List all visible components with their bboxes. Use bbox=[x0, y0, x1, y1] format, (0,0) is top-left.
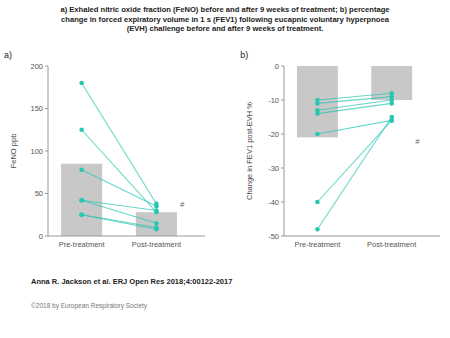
subject-point bbox=[79, 198, 84, 203]
bar bbox=[61, 164, 102, 236]
y-axis-label: Change in FEV1 post-EVH % bbox=[245, 102, 254, 200]
y-tick bbox=[45, 66, 48, 67]
y-tick bbox=[281, 168, 284, 169]
x-tick-label: Pre-treatment bbox=[59, 240, 106, 249]
subject-line bbox=[82, 130, 157, 212]
subject-point bbox=[315, 200, 320, 205]
y-tick-label: -40 bbox=[268, 198, 279, 207]
y-tick-label: -30 bbox=[268, 164, 279, 173]
subject-line bbox=[317, 117, 391, 229]
y-tick-label: 100 bbox=[30, 147, 43, 156]
y-tick bbox=[281, 134, 284, 135]
x-axis bbox=[284, 236, 440, 237]
marks bbox=[61, 81, 177, 236]
subject-point bbox=[154, 221, 159, 226]
y-tick bbox=[45, 193, 48, 194]
subject-point bbox=[79, 127, 84, 132]
y-tick bbox=[45, 151, 48, 152]
figure: a) 0 50 100 150 200 Pre-treatment Post-treatmen… bbox=[0, 0, 450, 338]
y-axis bbox=[284, 66, 285, 236]
panel: a) 0 50 100 150 200 Pre-treatment Post-treatmen… bbox=[4, 50, 205, 249]
marks bbox=[297, 66, 412, 232]
subject-point bbox=[315, 227, 320, 232]
y-tick-label: 50 bbox=[35, 189, 43, 198]
y-tick bbox=[281, 202, 284, 203]
citation: Anna R. Jackson et al. ERJ Open Res 2018… bbox=[31, 277, 232, 286]
subject-point bbox=[154, 201, 159, 206]
subject-point bbox=[315, 101, 320, 106]
annotation: # bbox=[180, 200, 185, 209]
y-tick bbox=[45, 236, 48, 237]
subject-point bbox=[389, 115, 394, 120]
panel-label: a) bbox=[4, 50, 12, 60]
y-tick-label: -50 bbox=[268, 232, 279, 241]
y-tick bbox=[45, 108, 48, 109]
y-tick bbox=[281, 66, 284, 67]
subject-line bbox=[82, 83, 157, 204]
x-tick-label: Pre-treatment bbox=[294, 240, 341, 249]
subject-line bbox=[82, 215, 157, 229]
y-tick bbox=[281, 100, 284, 101]
subject-point bbox=[79, 212, 84, 217]
x-axis bbox=[48, 236, 205, 237]
panel: b) 0 -10 -20 -30 -40 -50 Pre-treatment Post-trea… bbox=[240, 50, 440, 249]
subject-line bbox=[82, 200, 157, 210]
subject-point bbox=[79, 212, 84, 217]
y-tick-label: -10 bbox=[268, 96, 279, 105]
subject-point bbox=[315, 111, 320, 116]
y-axis-label: FeNO ppb bbox=[9, 134, 18, 169]
subject-point bbox=[154, 210, 159, 215]
y-tick-label: 200 bbox=[30, 62, 43, 71]
subject-point bbox=[154, 227, 159, 232]
y-tick-label: 150 bbox=[30, 104, 43, 113]
bar bbox=[136, 212, 177, 236]
y-tick-label: -20 bbox=[268, 130, 279, 139]
subject-point bbox=[79, 81, 84, 86]
copyright: ©2018 by European Respiratory Society bbox=[31, 302, 148, 310]
subject-line bbox=[317, 103, 391, 113]
subject-point bbox=[79, 198, 84, 203]
subject-point bbox=[315, 132, 320, 137]
subject-line bbox=[317, 120, 391, 202]
annotation: # bbox=[415, 137, 420, 146]
panel-label: b) bbox=[240, 50, 248, 60]
y-tick bbox=[281, 236, 284, 237]
y-tick-label: 0 bbox=[275, 62, 279, 71]
subject-line bbox=[82, 200, 157, 223]
subject-point bbox=[389, 101, 394, 106]
subject-point bbox=[79, 167, 84, 172]
subject-line bbox=[82, 170, 157, 207]
title: a) Exhaled nitric oxide fraction (FeNO) … bbox=[60, 5, 389, 33]
y-tick-label: 0 bbox=[39, 232, 43, 241]
x-tick-label: Post-treatment bbox=[367, 240, 417, 249]
subject-line bbox=[317, 93, 391, 100]
subject-line bbox=[317, 97, 391, 104]
x-tick-label: Post-treatment bbox=[132, 240, 182, 249]
